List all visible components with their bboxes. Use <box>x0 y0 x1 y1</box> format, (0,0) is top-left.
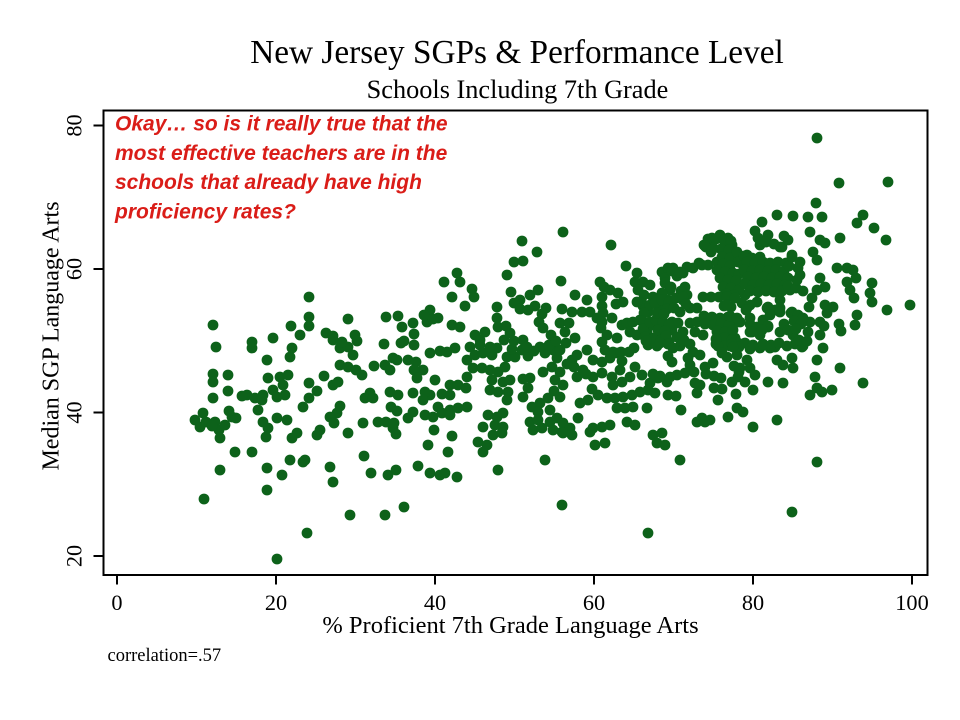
svg-text:New Jersey SGPs & Performance: New Jersey SGPs & Performance Level <box>250 34 784 71</box>
svg-text:% Proficient 7th Grade Languag: % Proficient 7th Grade Language Arts <box>322 612 698 639</box>
svg-text:schools that already have high: schools that already have high <box>115 171 422 194</box>
svg-text:Schools Including 7th Grade: Schools Including 7th Grade <box>367 75 669 104</box>
svg-text:40: 40 <box>424 590 446 615</box>
svg-text:0: 0 <box>111 590 122 615</box>
svg-text:Median SGP Language Arts: Median SGP Language Arts <box>39 201 65 470</box>
svg-text:80: 80 <box>742 590 764 615</box>
svg-text:Okay… so is it really true tha: Okay… so is it really true that the <box>115 113 448 136</box>
svg-text:60: 60 <box>62 258 87 280</box>
svg-text:40: 40 <box>62 401 87 423</box>
svg-text:20: 20 <box>265 590 287 615</box>
svg-text:most effective teachers are in: most effective teachers are in the <box>115 142 448 165</box>
svg-text:proficiency rates?: proficiency rates? <box>114 200 296 223</box>
svg-text:correlation=.57: correlation=.57 <box>108 646 222 666</box>
svg-text:60: 60 <box>583 590 605 615</box>
svg-text:80: 80 <box>62 114 87 136</box>
svg-text:20: 20 <box>62 545 87 567</box>
svg-text:100: 100 <box>895 590 928 615</box>
